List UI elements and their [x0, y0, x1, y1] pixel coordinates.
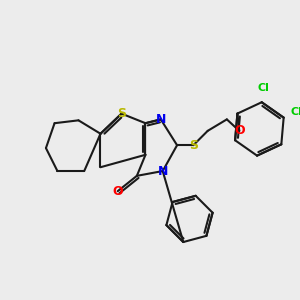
Text: O: O	[234, 124, 244, 137]
Text: S: S	[189, 139, 198, 152]
Text: N: N	[158, 165, 168, 178]
Text: O: O	[112, 185, 123, 198]
Text: S: S	[117, 107, 126, 120]
Text: Cl: Cl	[291, 106, 300, 117]
Text: Cl: Cl	[257, 83, 269, 93]
Text: N: N	[156, 113, 166, 126]
